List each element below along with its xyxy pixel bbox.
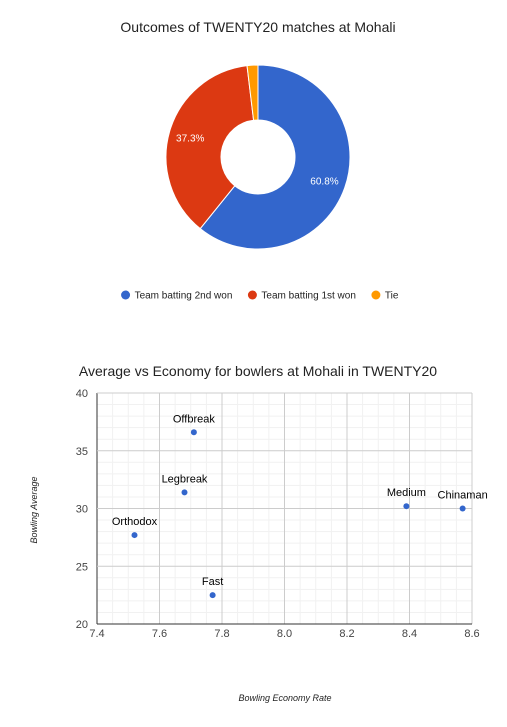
point-label-offbreak: Offbreak [173, 413, 215, 425]
x-tick-label: 7.6 [152, 628, 167, 640]
y-tick-label: 25 [76, 561, 88, 573]
data-point-chinaman[interactable] [459, 505, 466, 512]
legend-label-0: Team batting 2nd won [135, 291, 233, 302]
outcomes-donut-chart: Outcomes of TWENTY20 matches at Mohali 6… [120, 19, 399, 302]
legend-item-2[interactable]: Tie [371, 290, 399, 302]
legend-swatch-1 [247, 290, 257, 300]
y-tick-label: 30 [76, 504, 88, 516]
x-tick-label: 7.8 [214, 628, 229, 640]
donut-slice-label-1: 37.3% [176, 134, 204, 145]
point-label-fast: Fast [202, 576, 223, 588]
data-point-fast[interactable] [209, 592, 216, 599]
donut-chart-title: Outcomes of TWENTY20 matches at Mohali [120, 19, 395, 35]
average-vs-economy-scatter-chart: Average vs Economy for bowlers at Mohali… [29, 363, 488, 703]
x-tick-label: 8.6 [464, 628, 479, 640]
point-label-chinaman: Chinaman [438, 490, 488, 502]
point-label-legbreak: Legbreak [162, 473, 208, 485]
legend-item-0[interactable]: Team batting 2nd won [121, 290, 233, 302]
legend-label-2: Tie [385, 291, 399, 302]
legend-swatch-2 [371, 290, 381, 300]
data-point-offbreak[interactable] [190, 429, 197, 436]
data-point-medium[interactable] [403, 503, 410, 510]
x-tick-label: 8.0 [277, 628, 292, 640]
donut-slices: 60.8% 37.3% [165, 64, 351, 250]
scatter-points: Orthodox Legbreak Offbreak Fast Medium Chinam… [112, 413, 488, 599]
x-tick-label: 8.2 [339, 628, 354, 640]
legend-item-1[interactable]: Team batting 1st won [247, 290, 356, 302]
scatter-chart-title: Average vs Economy for bowlers at Mohali… [79, 363, 437, 379]
donut-slice-0 [199, 64, 351, 250]
x-tick-label: 8.4 [402, 628, 417, 640]
donut-slice-2 [246, 64, 259, 121]
y-tick-label: 20 [76, 619, 88, 631]
scatter-axes: 7.4 7.6 7.8 8.0 8.2 8.4 8.6 20 25 30 35 40 [76, 388, 480, 640]
point-label-medium: Medium [387, 487, 426, 499]
legend-swatch-0 [121, 290, 131, 300]
y-tick-label: 40 [76, 388, 88, 400]
x-tick-label: 7.4 [89, 628, 104, 640]
data-point-orthodox[interactable] [131, 532, 138, 539]
donut-slice-label-0: 60.8% [310, 176, 338, 187]
legend-label-1: Team batting 1st won [261, 291, 356, 302]
donut-slice-1 [165, 65, 255, 230]
point-label-orthodox: Orthodox [112, 516, 158, 528]
donut-legend: Team batting 2nd won Team batting 1st won… [121, 290, 399, 302]
y-axis-title: Bowling Average [29, 476, 39, 543]
scatter-grid [96, 392, 473, 625]
x-axis-title: Bowling Economy Rate [238, 693, 331, 703]
data-point-legbreak[interactable] [181, 489, 188, 496]
y-tick-label: 35 [76, 446, 88, 458]
